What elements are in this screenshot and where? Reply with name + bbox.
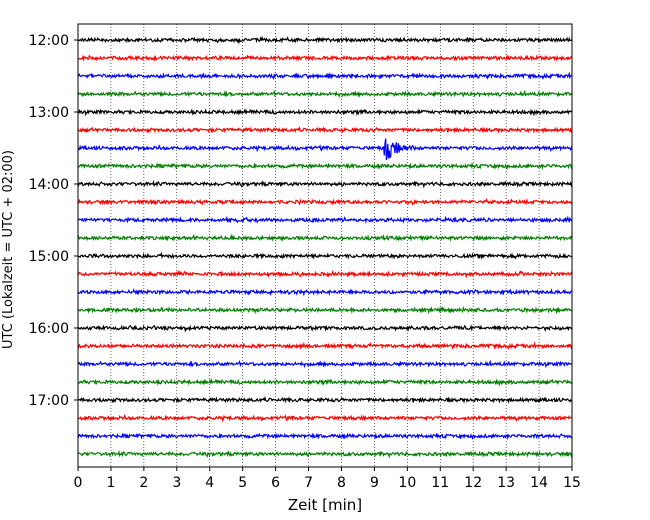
trace-line bbox=[77, 378, 573, 387]
y-tick-label: 12:00 bbox=[29, 33, 69, 49]
trace-line bbox=[77, 108, 573, 117]
trace-line bbox=[77, 414, 573, 423]
y-tick-label: 16:00 bbox=[29, 321, 69, 337]
y-tick-label: 15:00 bbox=[29, 249, 69, 265]
trace-line bbox=[77, 71, 573, 81]
x-tick-label: 15 bbox=[563, 475, 581, 491]
x-tick-label: 2 bbox=[139, 475, 148, 491]
trace-line bbox=[77, 341, 573, 351]
trace-layer bbox=[77, 35, 573, 459]
x-tick-label: 0 bbox=[74, 475, 83, 491]
trace-line bbox=[77, 198, 573, 206]
x-axis-ticks: 0 1 2 3 4 5 6 7 8 9 10 11 12 13 14 15 bbox=[74, 467, 581, 491]
y-axis-label: UTC (Lokalzeit = UTC + 02:00) bbox=[1, 150, 16, 349]
x-tick-label: 1 bbox=[106, 475, 115, 491]
x-tick-label: 12 bbox=[464, 475, 482, 491]
trace-line bbox=[77, 324, 573, 333]
trace-line bbox=[77, 432, 573, 441]
trace-line bbox=[77, 288, 573, 297]
x-tick-label: 3 bbox=[172, 475, 181, 491]
trace-line bbox=[77, 54, 573, 63]
y-tick-label: 14:00 bbox=[29, 177, 69, 193]
y-axis-ticks: 12:00 13:00 14:00 15:00 16:00 17:00 bbox=[29, 33, 78, 409]
trace-line bbox=[77, 162, 573, 171]
x-tick-label: 9 bbox=[370, 475, 379, 491]
x-tick-label: 14 bbox=[530, 475, 548, 491]
trace-line bbox=[77, 251, 573, 260]
x-tick-label: 7 bbox=[304, 475, 313, 491]
trace-line bbox=[77, 359, 573, 369]
x-tick-label: 10 bbox=[398, 475, 416, 491]
trace-line bbox=[77, 125, 573, 134]
trace-line bbox=[77, 233, 573, 242]
plot-frame bbox=[77, 23, 573, 468]
x-tick-label: 8 bbox=[337, 475, 346, 491]
grid-layer bbox=[110, 24, 540, 467]
x-tick-label: 5 bbox=[238, 475, 247, 491]
y-tick-label: 17:00 bbox=[29, 393, 69, 409]
trace-line bbox=[77, 449, 573, 459]
x-tick-label: 13 bbox=[497, 475, 515, 491]
trace-line bbox=[77, 305, 573, 315]
y-tick-label: 13:00 bbox=[29, 105, 69, 121]
x-tick-label: 11 bbox=[431, 475, 449, 491]
trace-line bbox=[77, 138, 573, 161]
x-tick-label: 6 bbox=[271, 475, 280, 491]
trace-line bbox=[77, 269, 573, 279]
x-axis-label: Zeit [min] bbox=[288, 496, 362, 514]
trace-line bbox=[77, 215, 573, 224]
trace-line bbox=[77, 395, 573, 404]
x-tick-label: 4 bbox=[205, 475, 214, 491]
trace-line bbox=[77, 35, 573, 45]
trace-line bbox=[77, 89, 573, 99]
trace-line bbox=[77, 179, 573, 189]
